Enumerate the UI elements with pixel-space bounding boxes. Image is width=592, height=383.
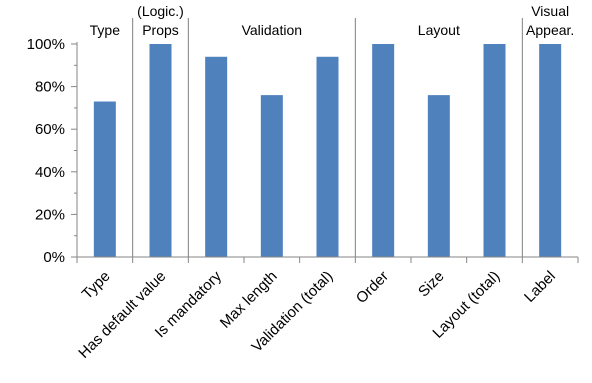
x-category-label: Order bbox=[353, 268, 392, 307]
group-separators bbox=[132, 18, 523, 257]
bar bbox=[427, 95, 450, 258]
bar bbox=[205, 56, 228, 257]
bar bbox=[372, 44, 395, 257]
group-label: Layout bbox=[418, 22, 460, 38]
group-label: Validation bbox=[242, 22, 302, 38]
y-tick-label: 100% bbox=[27, 36, 65, 53]
bar bbox=[316, 56, 339, 257]
y-tick-label: 60% bbox=[35, 121, 65, 138]
bar bbox=[93, 101, 116, 257]
bar bbox=[539, 44, 562, 257]
x-category-label: Label bbox=[521, 268, 559, 306]
group-label: Type bbox=[90, 22, 121, 38]
group-label: Visual Appear. bbox=[526, 3, 574, 38]
bar bbox=[260, 95, 283, 258]
x-category-label: Size bbox=[415, 268, 448, 301]
bars bbox=[93, 44, 562, 258]
bar bbox=[149, 44, 172, 257]
group-labels: Type (Logic.) Props Validation Layout Visual A… bbox=[90, 3, 575, 38]
x-category-label: Type bbox=[79, 268, 114, 303]
bar bbox=[483, 44, 506, 257]
y-tick-label: 0% bbox=[43, 249, 65, 266]
y-tick-label: 80% bbox=[35, 79, 65, 96]
y-axis: 0% 20% 40% 60% 80% 100% bbox=[27, 36, 78, 266]
y-tick-label: 40% bbox=[35, 164, 65, 181]
group-label: (Logic.) Props bbox=[137, 3, 184, 38]
y-tick-label: 20% bbox=[35, 206, 65, 223]
